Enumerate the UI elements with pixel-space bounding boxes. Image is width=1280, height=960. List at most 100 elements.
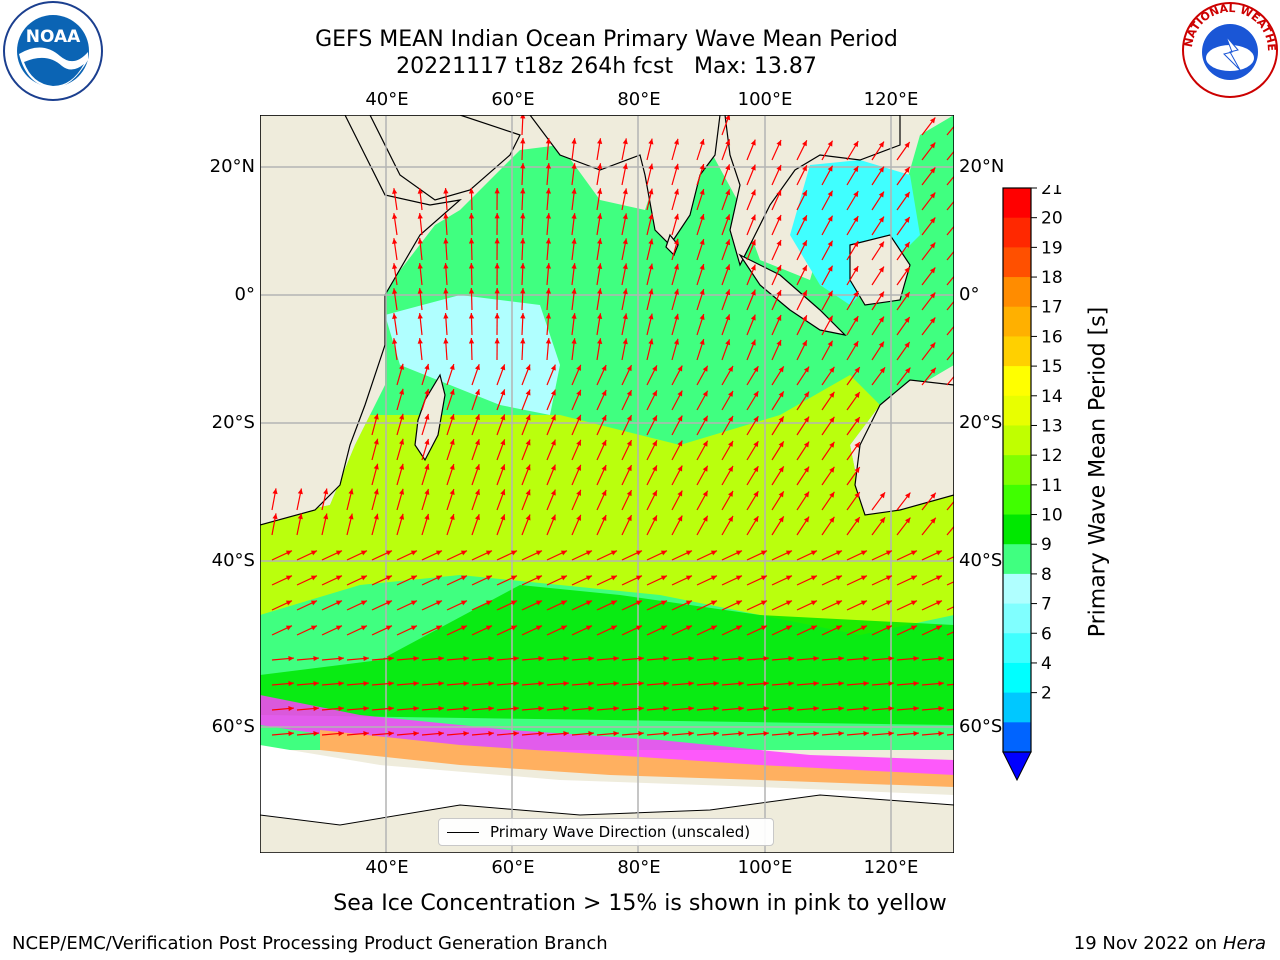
wave-arrow-head (635, 600, 642, 606)
wave-arrow-head (638, 655, 644, 662)
wave-arrow-head (613, 730, 619, 737)
wave-arrow-head (468, 313, 475, 319)
wave-arrow-head (545, 238, 551, 244)
wave-arrow-head (827, 140, 833, 147)
wave-arrow-head (929, 342, 936, 349)
right-lat-label: 20°N (959, 156, 1005, 177)
wave-arrow-head (702, 490, 708, 497)
wave-arrow-head (835, 600, 842, 606)
wave-arrow-head (863, 655, 869, 662)
wave-arrow-head (550, 364, 556, 371)
wave-arrow-head (778, 416, 784, 423)
wave-arrow-head (885, 575, 892, 581)
wave-arrow-head (520, 238, 526, 244)
wave-arrow-head (449, 364, 455, 371)
wave-arrow-head (938, 655, 944, 662)
wave-arrow-head (571, 188, 577, 194)
wave-arrow-head (904, 266, 910, 273)
wave-arrow-head (938, 730, 944, 737)
wave-arrow-head (854, 392, 860, 398)
footer-date: 19 Nov 2022 on Hera (1073, 933, 1266, 954)
colorbar-tick-label: 15 (1041, 357, 1063, 377)
wave-arrow-head (538, 730, 544, 737)
sea-ice-orange (320, 730, 954, 787)
wave-arrow-head (399, 388, 405, 395)
wave-arrow-head (735, 600, 742, 606)
wave-arrow-head (449, 514, 455, 521)
wave-arrow-head (652, 365, 657, 372)
wave-arrow-head (860, 550, 867, 556)
wave-arrow-head (688, 730, 694, 737)
sea-ice-edge (260, 695, 954, 780)
wave-arrow-head (385, 575, 392, 581)
colorbar-bin (1003, 662, 1031, 694)
wave-arrow-head (763, 680, 769, 687)
wave-arrow-head (622, 188, 628, 195)
wave-arrow-head (738, 680, 744, 687)
wave-arrow-head (510, 550, 517, 556)
wave-arrow (946, 581, 954, 586)
wave-arrow-head (738, 730, 744, 737)
wave-arrow-head (863, 730, 869, 737)
wave-arrow-head (313, 705, 319, 712)
wave-arrow-head (385, 600, 392, 606)
colorbar-tick-label: 8 (1041, 565, 1052, 585)
wave-arrow-head (660, 600, 667, 606)
wave-arrow-head (829, 391, 835, 398)
wave-arrow-head (878, 166, 884, 173)
left-lat-label: 20°N (209, 156, 255, 177)
wave-arrow-head (392, 288, 398, 294)
wave-arrow-head (560, 625, 567, 631)
wave-arrow-head (699, 289, 705, 295)
wave-arrow-head (550, 514, 556, 521)
wave-arrow-head (601, 514, 607, 521)
wave-arrow-head (392, 188, 398, 194)
wave-arrow-head (763, 655, 769, 662)
wave-arrow-head (778, 366, 784, 373)
colorbar-tick-label: 2 (1041, 684, 1052, 704)
wave-arrow-head (513, 680, 519, 687)
wave-arrow-head (750, 164, 756, 171)
wave-arrow-head (449, 389, 455, 396)
wave-arrow (946, 606, 954, 611)
wave-arrow-head (827, 265, 833, 272)
wave-arrow-head (750, 264, 756, 271)
wave-period-map (260, 115, 954, 853)
wave-arrow-head (878, 141, 884, 148)
wave-arrow-head (725, 139, 731, 146)
wave-arrow-head (638, 680, 644, 687)
wave-arrow-head (460, 575, 467, 581)
wave-arrow-head (905, 517, 911, 524)
wave-arrow-head (571, 313, 577, 319)
wave-arrow-head (888, 730, 894, 737)
wave-arrow-head (576, 514, 582, 521)
wave-arrow-head (410, 575, 417, 581)
wave-arrow-head (417, 338, 423, 344)
wave-arrow-head (677, 465, 683, 472)
wave-arrow-head (776, 239, 782, 246)
wave-arrow-head (652, 490, 657, 497)
top-lon-label: 120°E (863, 89, 919, 110)
wave-arrow-head (622, 338, 628, 345)
top-lon-label: 100°E (737, 89, 793, 110)
wave-arrow-head (525, 364, 531, 371)
wave-arrow-head (610, 600, 617, 606)
colorbar: 21 20 19 18 17 16 15 14 13 12 11 10 9 8 7 6 4 2 (1002, 185, 1063, 782)
wave-arrow-head (597, 313, 603, 320)
wave-arrow-head (854, 517, 860, 523)
wave-arrow-head (813, 730, 819, 737)
wave-arrow-head (525, 514, 531, 521)
wave-arrow-head (288, 705, 294, 712)
footer-host: Hera (1222, 933, 1266, 954)
wave-arrow-head (545, 213, 551, 219)
wave-arrow-head (597, 288, 603, 295)
wave-arrow-head (622, 238, 628, 245)
wave-arrow-head (699, 189, 705, 195)
wave-arrow-head (468, 238, 475, 244)
wave-arrow-head (853, 216, 859, 223)
wave-arrow-head (576, 414, 582, 421)
wave-arrow-head (829, 366, 835, 373)
wave-arrow-head (576, 389, 582, 396)
wave-arrow-head (399, 513, 405, 520)
wave-arrow-head (905, 367, 911, 374)
